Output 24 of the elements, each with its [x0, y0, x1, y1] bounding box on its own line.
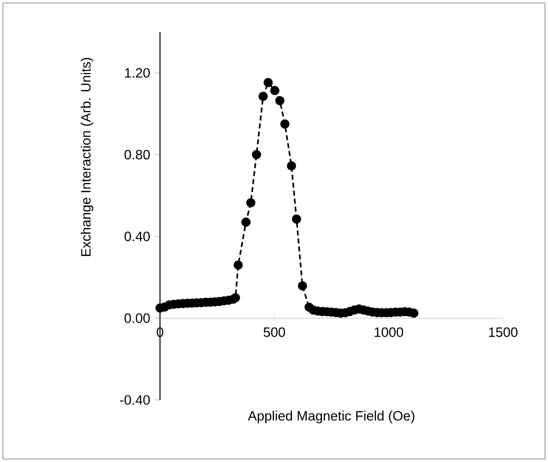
point [241, 218, 251, 227]
y-tick-label: 0.40 [124, 232, 150, 242]
y-tick-label: 0.80 [124, 150, 150, 160]
y-tick-label: -0.40 [120, 395, 150, 405]
x-tick-label: 1500 [489, 327, 518, 337]
point [230, 293, 240, 302]
point [234, 260, 243, 270]
point [409, 308, 418, 318]
point [270, 86, 280, 96]
point [280, 119, 290, 129]
point [264, 78, 273, 88]
x-tick-label: 1000 [374, 327, 404, 337]
point [298, 281, 308, 291]
point [292, 214, 302, 224]
point [275, 96, 284, 106]
x-tick-label: 500 [264, 327, 286, 337]
point [252, 150, 262, 160]
y-axis-title: Exchange Interaction (Arb. Units) [80, 58, 94, 256]
y-tick-label: 1.20 [125, 68, 150, 78]
point [286, 161, 296, 170]
x-axis-title: Applied Magnetic Field (Oe) [248, 410, 414, 424]
point [258, 92, 268, 101]
point [246, 198, 256, 208]
y-tick-label: 0.00 [124, 313, 150, 323]
